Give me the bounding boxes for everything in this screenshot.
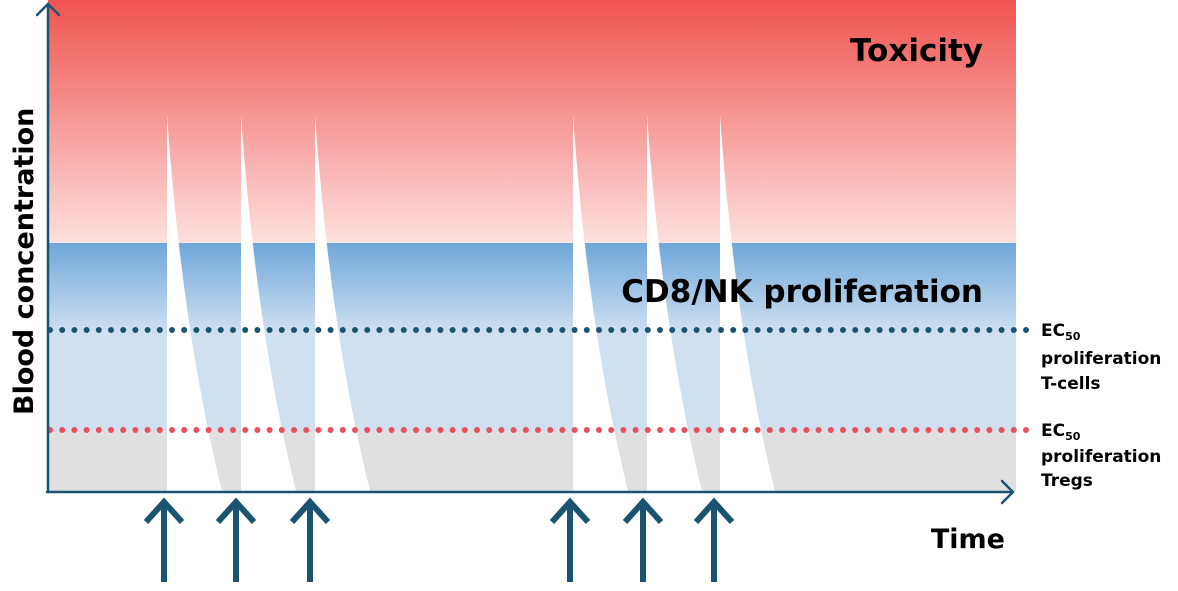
concentration-spike — [647, 115, 702, 491]
proliferation-gradient-zone — [48, 243, 1016, 333]
toxicity-label: Toxicity — [850, 33, 983, 69]
proliferation-label: CD8/NK proliferation — [621, 274, 983, 310]
dose-arrow — [143, 497, 185, 582]
dose-arrow — [622, 497, 664, 582]
concentration-spike — [241, 115, 296, 491]
ec50-tregs-line3: Tregs — [1041, 471, 1093, 491]
ec50-tcells-line2: proliferation — [1041, 349, 1161, 369]
toxicity-zone — [48, 0, 1016, 243]
axes — [35, 2, 1015, 505]
ec50-tcells-legend: EC50 proliferation T-cells — [1041, 321, 1161, 394]
ec50-tregs-label: EC50 — [1041, 421, 1081, 443]
dose-arrow — [693, 497, 735, 582]
proliferation-zone — [48, 333, 1016, 430]
y-axis-title: Blood concentration — [9, 108, 40, 415]
dose-arrow — [289, 497, 331, 582]
x-axis-title: Time — [931, 524, 1005, 555]
concentration-spike — [167, 115, 222, 491]
dose-arrow — [215, 497, 257, 582]
x-axis-arrowhead — [1000, 479, 1015, 505]
dose-arrow — [549, 497, 591, 582]
dose-arrows — [143, 497, 735, 582]
ec50-tregs-line2: proliferation — [1041, 447, 1161, 467]
ec50-tregs-legend: EC50 proliferation Tregs — [1041, 421, 1161, 491]
concentration-spike — [315, 115, 370, 491]
concentration-spikes — [167, 115, 775, 491]
concentration-spike — [720, 115, 775, 491]
ec50-tcells-line3: T-cells — [1041, 374, 1101, 394]
concentration-spike — [573, 115, 628, 491]
y-axis-arrowhead — [35, 2, 61, 17]
ec50-tcells-label: EC50 — [1041, 321, 1081, 343]
